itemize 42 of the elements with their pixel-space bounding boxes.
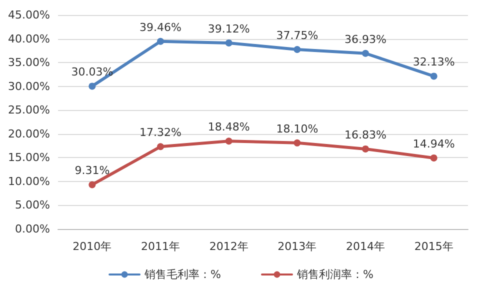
y-tick-label: 15.00% [8, 151, 50, 164]
x-tick-label: 2011年 [141, 240, 180, 253]
data-label: 18.48% [208, 120, 250, 134]
data-label: 36.93% [344, 32, 386, 46]
point [362, 50, 369, 57]
point [362, 145, 369, 152]
point [88, 82, 96, 90]
point [225, 138, 232, 145]
x-tick-label: 2015年 [414, 240, 454, 253]
y-tick-label: 45.00% [8, 8, 50, 22]
data-label: 37.75% [276, 28, 318, 42]
point [225, 39, 232, 46]
data-label: 17.32% [140, 126, 182, 140]
data-label: 16.83% [344, 128, 386, 142]
point [294, 139, 301, 146]
x-tick-label: 2012年 [209, 240, 248, 253]
y-tick-label: 30.00% [8, 80, 50, 93]
point [88, 181, 96, 188]
y-tick-label: 25.00% [8, 104, 50, 117]
data-label: 18.10% [276, 122, 318, 136]
y-tick-label: 40.00% [8, 32, 50, 46]
point [157, 38, 164, 45]
data-label: 39.46% [140, 20, 182, 34]
y-tick-label: 0.00% [15, 222, 50, 236]
y-tick-label: 10.00% [8, 174, 50, 188]
y-tick-label: 5.00% [15, 198, 50, 212]
point [157, 143, 164, 150]
data-label: 30.03% [71, 66, 114, 79]
data-label: 14.94% [412, 137, 455, 150]
x-tick-label: 2014年 [346, 240, 385, 253]
legend-label: 销售毛利率：% [144, 268, 221, 281]
data-label: 39.12% [208, 22, 250, 36]
point [294, 46, 301, 53]
legend-label: 销售利润率：% [296, 268, 374, 281]
x-tick-label: 2013年 [278, 240, 317, 253]
data-label: 32.13% [412, 56, 455, 69]
point [430, 154, 438, 162]
y-tick-label: 20.00% [8, 127, 50, 140]
y-tick-label: 35.00% [8, 56, 50, 70]
point [430, 72, 438, 80]
data-label: 9.31% [74, 164, 110, 178]
x-tick-label: 2010年 [72, 240, 112, 253]
